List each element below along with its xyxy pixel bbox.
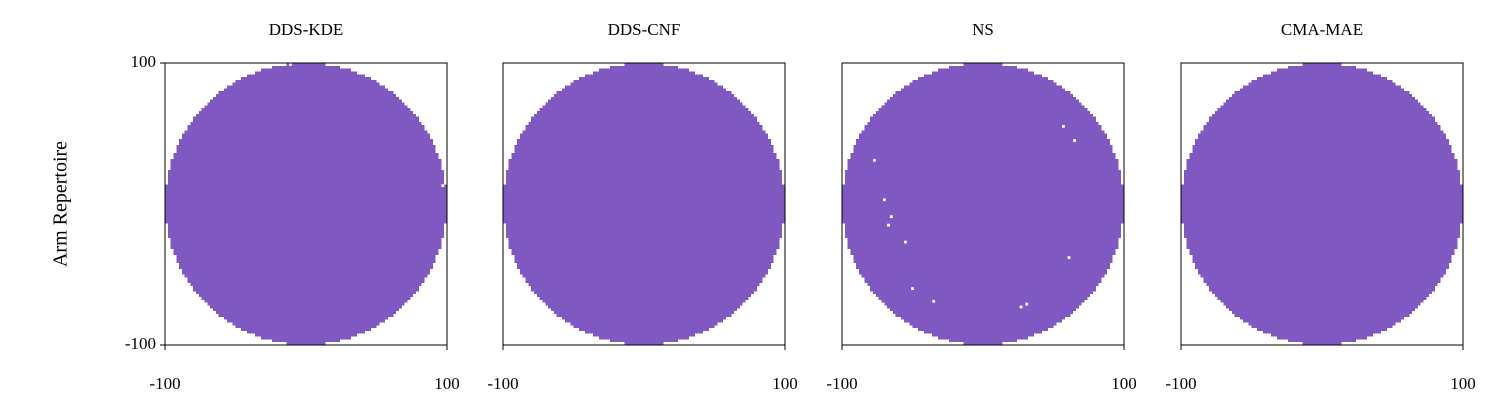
y-axis-label: Arm Repertoire <box>50 141 72 267</box>
y-tick-label: 100 <box>131 52 157 71</box>
empty-cell <box>882 198 886 202</box>
x-tick-label: 100 <box>1111 374 1137 393</box>
axes-frame <box>1180 62 1464 346</box>
axes-frame <box>841 62 1125 346</box>
axes-frame <box>164 62 448 346</box>
y-tick-label: -100 <box>125 334 156 353</box>
empty-cell <box>289 63 292 66</box>
x-tick-label: 100 <box>1450 374 1476 393</box>
panel-title: NS <box>972 20 994 39</box>
axes-frame <box>502 62 786 346</box>
x-tick-label: -100 <box>149 374 180 393</box>
empty-cell <box>889 215 893 219</box>
archive-region <box>165 63 447 345</box>
empty-cell <box>873 158 876 162</box>
panel-title: CMA-MAE <box>1281 20 1363 39</box>
x-tick-label: -100 <box>487 374 518 393</box>
empty-cell <box>1025 302 1029 306</box>
empty-cell <box>1073 139 1077 142</box>
empty-cell <box>1067 256 1071 259</box>
empty-cell <box>932 299 936 303</box>
empty-cell <box>1019 305 1023 309</box>
panel-title: DDS-CNF <box>608 20 681 39</box>
empty-cell <box>904 240 907 244</box>
panel-title: DDS-KDE <box>269 20 344 39</box>
empty-cell <box>1061 125 1065 128</box>
archive-region <box>503 63 785 345</box>
empty-cell <box>911 287 914 291</box>
x-tick-label: -100 <box>826 374 857 393</box>
x-tick-label: -100 <box>1165 374 1196 393</box>
x-tick-label: 100 <box>772 374 798 393</box>
empty-cell <box>887 223 890 227</box>
archive-region <box>842 63 1124 345</box>
archive-region <box>1181 63 1463 345</box>
empty-cell <box>441 184 445 188</box>
x-tick-label: 100 <box>434 374 460 393</box>
